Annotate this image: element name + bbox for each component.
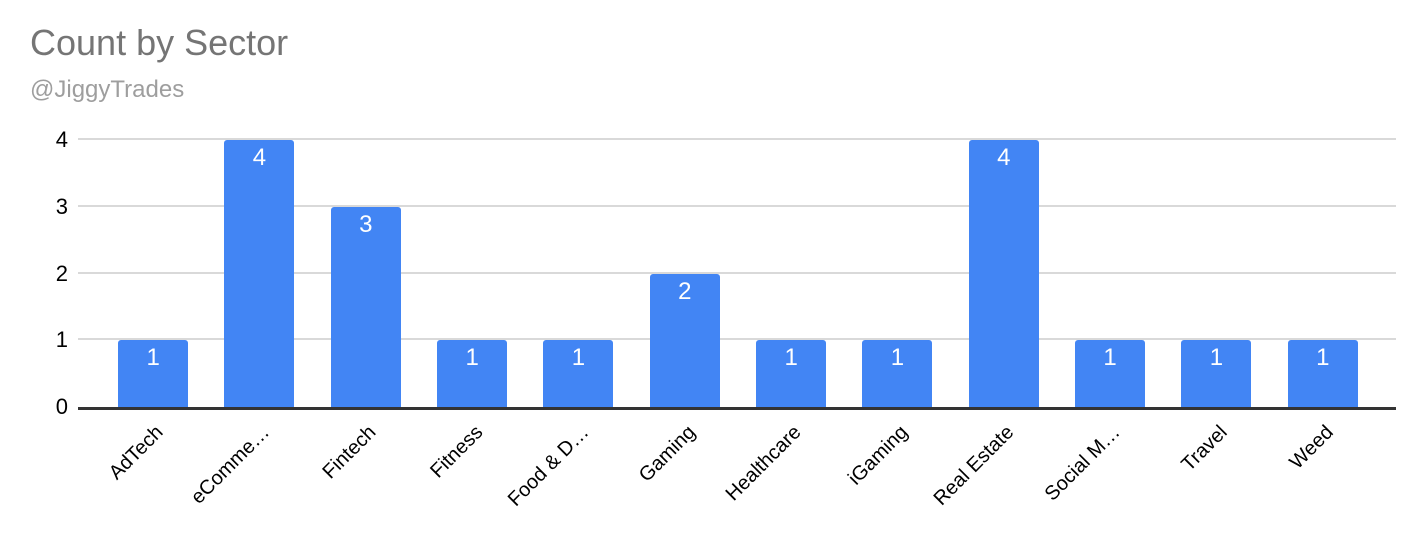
x-axis-labels: AdTech eComme… Fintech Fitness Food & D… Gami…: [100, 420, 1376, 540]
x-label-slot: iGaming: [844, 420, 950, 540]
y-tick-label: 1: [55, 327, 68, 353]
bar: 2: [649, 273, 720, 407]
bar: 1: [118, 340, 189, 407]
bar-value-label: 1: [890, 344, 905, 372]
bar: 1: [756, 340, 827, 407]
x-label-slot: Fitness: [419, 420, 525, 540]
y-tick-label: 2: [55, 260, 68, 286]
bar-slot: 1: [1163, 140, 1269, 407]
bars-band: 1 4 3 1 1 2 1 1 4 1 1 1: [100, 140, 1376, 407]
bar-value-label: 1: [784, 344, 798, 372]
gridline: [78, 271, 1396, 274]
plot-area: [78, 138, 1396, 410]
x-category-label: Fintech: [318, 421, 381, 484]
bar-value-label: 1: [1316, 344, 1330, 372]
bar-slot: 1: [738, 140, 844, 407]
bar-value-label: 1: [571, 344, 586, 372]
chart-title: Count by Sector: [30, 22, 289, 63]
y-tick-label: 3: [55, 193, 68, 219]
x-label-slot: Real Estate: [930, 420, 1057, 540]
chart-subtitle: @JiggyTrades: [30, 76, 185, 103]
bar: 1: [437, 340, 508, 407]
x-category-label: Weed: [1285, 421, 1338, 474]
bar: 1: [862, 340, 933, 407]
bar-value-label: 4: [252, 144, 267, 171]
bar-slot: 4: [206, 140, 312, 407]
bar: 1: [1287, 340, 1358, 407]
gridline: [78, 138, 1396, 140]
gridline: [78, 204, 1396, 207]
bar: 1: [543, 340, 614, 407]
bar-value-label: 1: [465, 344, 479, 372]
x-label-slot: AdTech: [100, 420, 206, 540]
bar-value-label: 4: [997, 144, 1011, 171]
x-category-label: Gaming: [634, 421, 700, 487]
bar-slot: 1: [1057, 140, 1163, 407]
x-label-slot: Gaming: [632, 420, 738, 540]
x-category-label: Travel: [1176, 421, 1232, 476]
y-tick-label: 4: [55, 127, 68, 152]
bar: 1: [1181, 340, 1252, 407]
x-label-slot: Weed: [1270, 420, 1376, 540]
bar: 4: [224, 140, 295, 407]
x-label-slot: Fintech: [313, 420, 419, 540]
x-label-slot: Healthcare: [722, 420, 844, 540]
y-tick-label: 0: [55, 394, 68, 419]
bar-slot: 1: [525, 140, 631, 407]
bar-slot: 1: [419, 140, 525, 407]
bar-value-label: 1: [1103, 344, 1117, 372]
x-label-slot: eComme…: [187, 420, 312, 540]
bar: 3: [330, 206, 401, 407]
bar-slot: 3: [313, 140, 419, 407]
bar-slot: 4: [951, 140, 1057, 407]
bar-slot: 1: [1270, 140, 1376, 407]
bar-value-label: 3: [359, 210, 373, 238]
x-label-slot: Social M…: [1041, 420, 1163, 540]
bar: 1: [1075, 340, 1146, 407]
x-category-label: Fitness: [425, 421, 488, 483]
x-category-label: iGaming: [844, 421, 913, 490]
x-category-label: AdTech: [105, 421, 169, 485]
bar: 4: [968, 140, 1039, 407]
bar-value-label: 2: [678, 277, 692, 305]
bar-slot: 1: [100, 140, 206, 407]
x-label-slot: Travel: [1163, 420, 1269, 540]
y-axis-labels: 0 1 2 3 4: [0, 129, 68, 418]
gridline: [78, 338, 1396, 341]
bar-value-label: 1: [1209, 344, 1224, 372]
bar-value-label: 1: [146, 344, 160, 372]
x-label-slot: Food & D…: [504, 420, 631, 540]
bar-slot: 2: [632, 140, 738, 407]
bar-slot: 1: [844, 140, 950, 407]
